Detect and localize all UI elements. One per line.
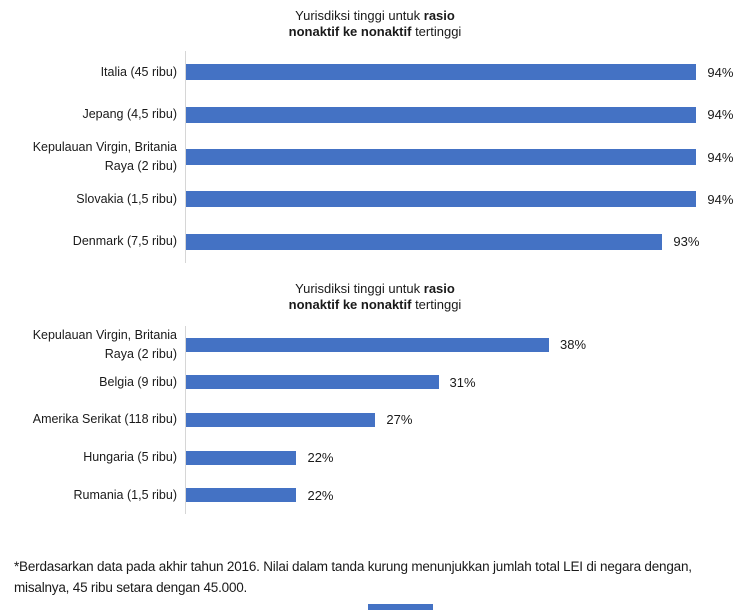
bar-row: Amerika Serikat (118 ribu) 27%: [10, 401, 710, 439]
chart1-title-line2-bold: nonaktif ke nonaktif: [288, 24, 412, 39]
bar: [186, 191, 697, 208]
category-label-line: Jepang (4,5 ribu): [82, 107, 177, 122]
bar: [186, 375, 439, 390]
bar: [186, 488, 297, 503]
axis-and-bar-track: 94%: [185, 93, 733, 136]
category-label: Kepulauan Virgin, Britania Raya (2 ribu): [10, 326, 185, 364]
axis-and-bar-track: 31%: [185, 363, 710, 402]
chart1-title: Yurisdiksi tinggi untuk rasio nonaktif k…: [0, 8, 750, 40]
bar: [186, 149, 697, 166]
bar: [186, 106, 697, 123]
value-label: 38%: [560, 337, 587, 353]
category-label: Slovakia (1,5 ribu): [10, 190, 185, 209]
bar-row: Belgia (9 ribu) 31%: [10, 363, 710, 402]
category-label-line: Slovakia (1,5 ribu): [76, 191, 177, 206]
bar: [186, 450, 297, 465]
category-label-line: Rumania (1,5 ribu): [73, 487, 177, 502]
category-label-line: Raya (2 ribu): [104, 159, 177, 174]
category-label-line: Kepulauan Virgin, Britania: [32, 140, 177, 155]
axis-and-bar-track: 22%: [185, 476, 710, 514]
bar: [186, 337, 549, 352]
chart2-title-line1: Yurisdiksi tinggi untuk rasio: [0, 281, 750, 297]
bar-row: Hungaria (5 ribu) 22%: [10, 438, 710, 477]
axis-and-bar-track: 93%: [185, 220, 710, 264]
chart2-title-line1-bold: rasio: [423, 281, 455, 296]
bar-row: Jepang (4,5 ribu) 94%: [10, 93, 733, 136]
category-label-line: Belgia (9 ribu): [99, 374, 177, 389]
value-label: 22%: [307, 450, 334, 466]
category-label: Italia (45 ribu): [10, 63, 185, 82]
value-label: 27%: [386, 412, 413, 428]
value-label: 22%: [307, 487, 334, 503]
category-label: Denmark (7,5 ribu): [10, 232, 185, 251]
axis-and-bar-track: 94%: [185, 178, 733, 221]
chart2-title-line2: nonaktif ke nonaktif tertinggi: [0, 297, 750, 313]
bar: [186, 412, 376, 427]
axis-and-bar-track: 27%: [185, 401, 710, 439]
category-label-line: Hungaria (5 ribu): [83, 450, 177, 465]
chart2-plot-area: Kepulauan Virgin, Britania Raya (2 ribu)…: [10, 326, 710, 514]
bar-row: Slovakia (1,5 ribu) 94%: [10, 178, 733, 221]
chart2-title-line2-normal: tertinggi: [411, 297, 462, 312]
chart1-title-line2: nonaktif ke nonaktif tertinggi: [0, 24, 750, 40]
category-label: Jepang (4,5 ribu): [10, 105, 185, 124]
chart2-title-line2-bold: nonaktif ke nonaktif: [288, 297, 412, 312]
value-label: 94%: [707, 191, 734, 207]
chart1-plot-area: Italia (45 ribu) 94% Jepang (4,5 ribu) 9…: [10, 51, 733, 264]
cutoff-bar-fragment: [368, 604, 433, 610]
bar: [186, 233, 663, 250]
chart2-title-line1-normal: Yurisdiksi tinggi untuk: [295, 281, 424, 296]
value-label: 31%: [449, 374, 476, 390]
bar-row: Italia (45 ribu) 94%: [10, 51, 733, 94]
value-label: 94%: [707, 149, 734, 165]
value-label: 94%: [707, 107, 734, 123]
chart1-title-line1-normal: Yurisdiksi tinggi untuk: [295, 8, 424, 23]
axis-and-bar-track: 94%: [185, 135, 733, 179]
bar-row: Kepulauan Virgin, Britania Raya (2 ribu)…: [10, 326, 710, 364]
bar-row: Kepulauan Virgin, Britania Raya (2 ribu)…: [10, 135, 733, 179]
category-label: Kepulauan Virgin, Britania Raya (2 ribu): [10, 138, 185, 176]
category-label-line: Italia (45 ribu): [100, 64, 177, 79]
category-label: Rumania (1,5 ribu): [10, 486, 185, 505]
category-label-line: Kepulauan Virgin, Britania: [32, 327, 177, 342]
chart1-title-line2-normal: tertinggi: [411, 24, 462, 39]
chart2-title: Yurisdiksi tinggi untuk rasio nonaktif k…: [0, 281, 750, 313]
bar: [186, 64, 697, 81]
category-label: Hungaria (5 ribu): [10, 448, 185, 467]
category-label-line: Denmark (7,5 ribu): [72, 234, 177, 249]
axis-and-bar-track: 22%: [185, 438, 710, 477]
axis-and-bar-track: 38%: [185, 326, 710, 364]
axis-and-bar-track: 94%: [185, 51, 733, 94]
chart1-title-line1: Yurisdiksi tinggi untuk rasio: [0, 8, 750, 24]
bar-row: Denmark (7,5 ribu) 93%: [10, 220, 710, 264]
chart1-title-line1-bold: rasio: [423, 8, 455, 23]
footnote: *Berdasarkan data pada akhir tahun 2016.…: [14, 559, 692, 595]
value-label: 93%: [673, 234, 700, 250]
category-label: Amerika Serikat (118 ribu): [10, 410, 185, 429]
bar-row: Rumania (1,5 ribu) 22%: [10, 476, 710, 514]
value-label: 94%: [707, 64, 734, 80]
category-label-line: Amerika Serikat (118 ribu): [32, 412, 177, 427]
category-label-line: Raya (2 ribu): [104, 346, 177, 361]
category-label: Belgia (9 ribu): [10, 373, 185, 392]
